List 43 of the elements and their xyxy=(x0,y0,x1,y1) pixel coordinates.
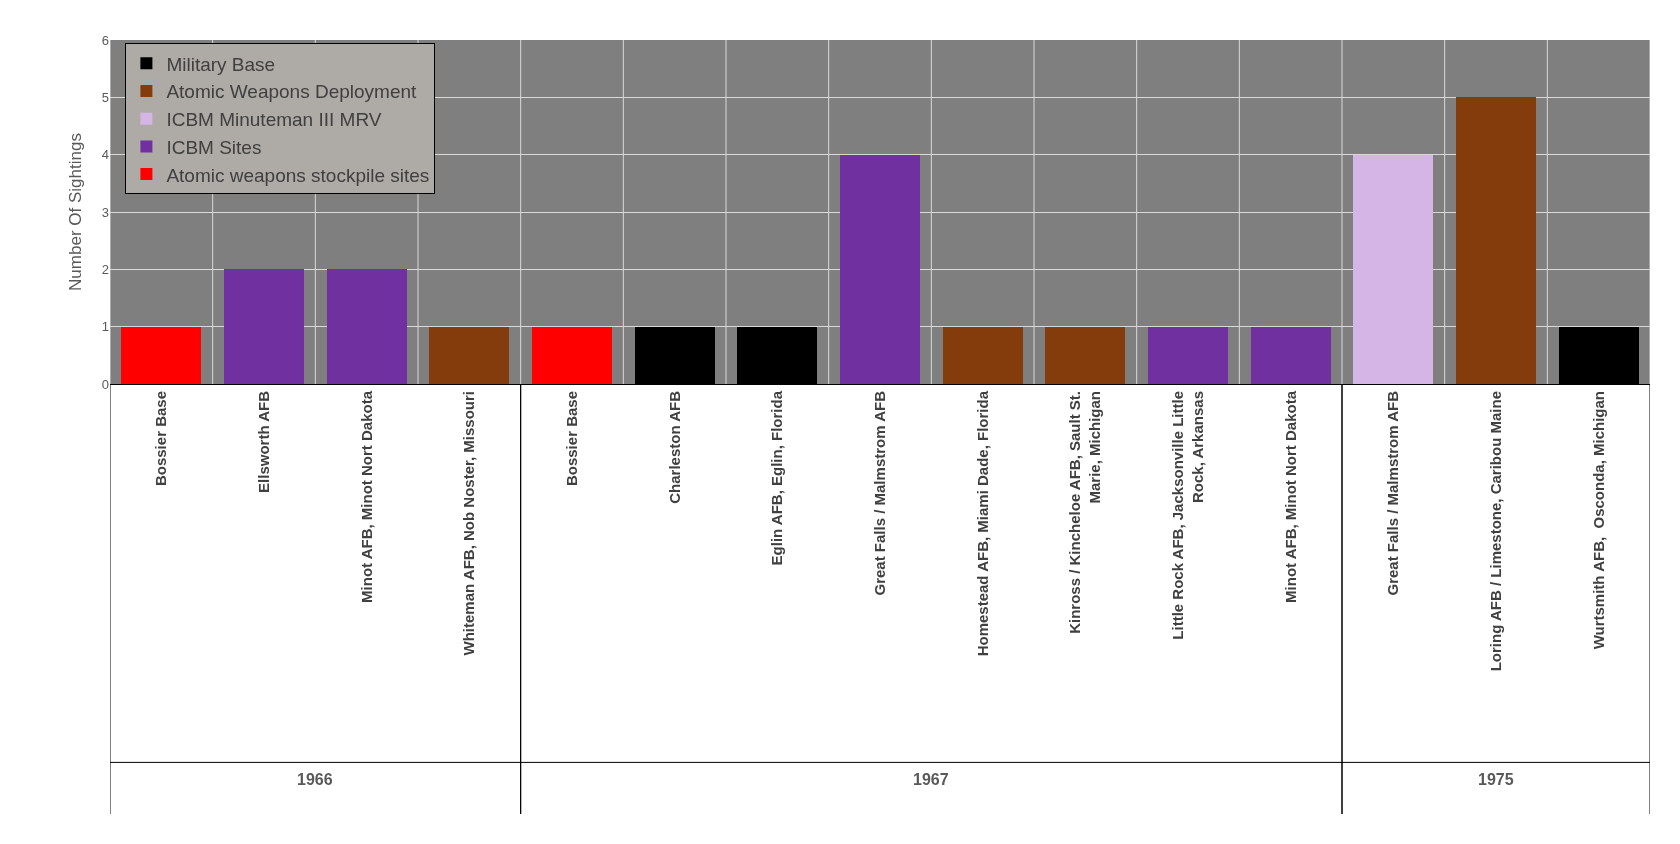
x-tick-label: Great Falls / Malmstrom AFB xyxy=(870,390,888,596)
bar xyxy=(1455,97,1537,384)
x-tick-label: Wurtsmith AFB, Osconda, Michigan xyxy=(1589,391,1607,650)
legend-label: ICBM Sites xyxy=(166,136,262,158)
bar xyxy=(839,154,921,384)
legend-label: Atomic weapons stockpile sites xyxy=(166,164,430,186)
bar xyxy=(1045,326,1126,384)
legend-label: Military Base xyxy=(166,53,276,75)
bar xyxy=(1250,326,1331,384)
x-tick-label: Minot AFB, Minot Nort Dakota xyxy=(1281,390,1299,603)
x-tick-label: Ellsworth AFB xyxy=(254,390,272,493)
x-tick-label: Loring AFB / Limestone, Caribou Maine xyxy=(1486,391,1504,672)
bar xyxy=(1353,154,1434,384)
y-tick-label: 4 xyxy=(101,147,109,163)
y-tick-label: 2 xyxy=(101,261,109,277)
x-tick-label: Charleston AFB xyxy=(665,390,683,504)
y-tick-label: 1 xyxy=(101,319,109,335)
legend-label: Atomic Weapons Deployment xyxy=(166,81,418,103)
x-tick-label: Kinross / Kincheloe AFB, Sault St. Marie, Michigan xyxy=(1066,391,1103,634)
bar xyxy=(223,269,305,384)
bar xyxy=(1147,326,1229,384)
bar xyxy=(429,326,510,384)
y-tick-label: 6 xyxy=(101,32,109,48)
x-tick-label: Homestead AFB, Miami Dade, Florida xyxy=(973,390,991,657)
bar xyxy=(531,326,613,384)
x-tick-label: Great Falls / Malmstrom AFB xyxy=(1384,390,1402,596)
legend-label: ICBM Minuteman III MRV xyxy=(166,109,382,131)
text: 1975 xyxy=(1478,771,1514,788)
bar xyxy=(121,326,202,384)
y-tick-label: 3 xyxy=(101,204,109,220)
text: 1967 xyxy=(913,771,949,788)
bar xyxy=(326,269,407,384)
x-tick-label: Bossier Base xyxy=(152,391,170,487)
x-tick-label: Eglin AFB, Eglin, Florida xyxy=(768,390,786,566)
x-tick-label: Whiteman AFB, Nob Noster, Missouri xyxy=(460,391,478,656)
x-tick-label: Minot AFB, Minot Nort Dakota xyxy=(357,390,375,603)
y-tick-label: 0 xyxy=(101,376,109,392)
bar xyxy=(942,326,1023,384)
y-tick-label: 5 xyxy=(101,89,109,105)
y-axis-title: Number Of Sightings xyxy=(66,133,86,291)
x-tick-label: Bossier Base xyxy=(562,391,580,487)
text: 1966 xyxy=(297,771,333,788)
x-tick-label: Little Rock AFB, Jacksonville Little Rock, Arkansas xyxy=(1169,391,1206,640)
